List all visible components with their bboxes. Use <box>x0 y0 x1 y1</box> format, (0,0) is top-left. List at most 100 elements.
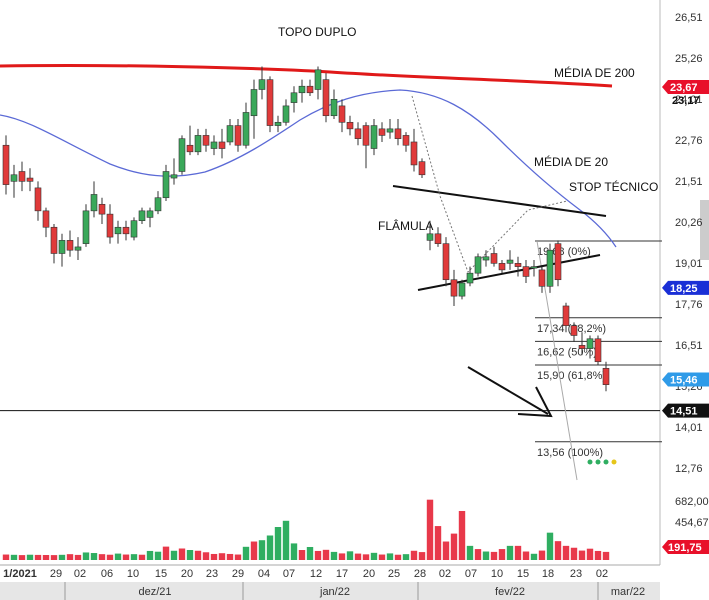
volume-bar <box>546 532 554 560</box>
volume-bar <box>346 551 354 560</box>
volume-bar <box>202 552 210 560</box>
candle-body <box>154 197 162 212</box>
month-label: jan/22 <box>319 586 350 598</box>
price-tick-label: 22,76 <box>675 135 703 147</box>
candle-body <box>458 282 466 297</box>
volume-bar <box>154 551 162 560</box>
candle-body <box>322 79 330 117</box>
volume-bar <box>42 555 50 560</box>
volume-bar <box>298 550 306 560</box>
candle-body <box>258 79 266 90</box>
date-tick-label: 20 <box>363 568 375 580</box>
month-label: dez/21 <box>138 586 171 598</box>
price-tick-label: 26,51 <box>675 12 703 24</box>
date-tick-label: 06 <box>101 568 113 580</box>
candle-body <box>410 141 418 166</box>
fib-level-label: 13,56 (100%) <box>537 447 603 459</box>
date-tick-label: 04 <box>258 568 270 580</box>
price-badge: 23,67 <box>670 82 698 94</box>
volume-bar <box>218 553 226 560</box>
ma20-label: MÉDIA DE 20 <box>534 154 608 169</box>
candle-body <box>402 135 410 146</box>
candle-body <box>314 69 322 90</box>
volume-bar <box>178 548 186 560</box>
volume-bar <box>162 546 170 560</box>
volume-bar <box>514 545 522 560</box>
date-tick-label: 07 <box>465 568 477 580</box>
volume-bar <box>410 550 418 560</box>
volume-bar <box>450 533 458 560</box>
date-tick-label: 10 <box>491 568 503 580</box>
candle-body <box>266 79 274 126</box>
volume-bar <box>194 550 202 560</box>
fib-level-label: 19,68 (0%) <box>537 246 591 258</box>
volume-bar <box>58 554 66 560</box>
volume-bar <box>554 541 562 560</box>
candle-body <box>50 226 58 254</box>
volume-bar <box>498 549 506 560</box>
volume-bar <box>266 535 274 560</box>
price-badge-bg <box>662 372 709 387</box>
price-tick-label: 14,01 <box>675 422 703 434</box>
volume-bar <box>354 553 362 560</box>
candle-body <box>498 263 506 271</box>
candle-body <box>578 345 586 349</box>
price-tick-label: 17,76 <box>675 299 703 311</box>
candle-body <box>42 210 50 228</box>
candle-body <box>234 125 242 146</box>
flag-upper-line <box>392 185 607 217</box>
flamula-label: FLÂMULA <box>378 218 433 233</box>
volume-bar <box>530 553 538 560</box>
candle-body <box>18 171 26 182</box>
price-badge-bg <box>662 80 709 94</box>
volume-bar <box>338 553 346 560</box>
volume-bar <box>18 555 26 560</box>
date-tick-label: 28 <box>414 568 426 580</box>
candle-body <box>210 141 218 149</box>
volume-bar <box>274 527 282 560</box>
candle-body <box>570 325 578 336</box>
volume-bar <box>466 545 474 560</box>
price-tick-label: 21,51 <box>675 176 703 188</box>
candle-body <box>530 266 538 269</box>
candle-body <box>34 187 42 212</box>
date-tick-label: 20 <box>181 568 193 580</box>
volume-bar <box>282 520 290 560</box>
status-dot-1 <box>587 459 593 465</box>
candle-body <box>114 226 122 235</box>
volume-bar <box>130 554 138 560</box>
date-tick-label: 10 <box>127 568 139 580</box>
volume-bar <box>522 551 530 560</box>
candle-body <box>442 243 450 281</box>
volume-bar <box>74 554 82 560</box>
price-axis-scrollbar[interactable] <box>700 200 709 260</box>
volume-bar <box>258 540 266 560</box>
date-tick-label: 1/2021 <box>3 568 37 580</box>
volume-bar <box>434 526 442 560</box>
volume-bar <box>10 554 18 560</box>
price-tick-label: 19,01 <box>675 258 703 270</box>
volume-bar <box>234 554 242 560</box>
candle-body <box>10 174 18 182</box>
stop-tecnico-label: STOP TÉCNICO <box>569 179 658 194</box>
candle-body <box>306 85 314 94</box>
ma200-label: MÉDIA DE 200 <box>554 65 635 80</box>
date-tick-label: 02 <box>596 568 608 580</box>
candle-body <box>594 338 602 363</box>
candle-body <box>386 128 394 133</box>
volume-bar <box>146 550 154 560</box>
candle-body <box>146 210 154 218</box>
volume-bar <box>402 554 410 560</box>
month-label: mar/22 <box>611 586 645 598</box>
month-strip <box>0 582 660 600</box>
volume-bar <box>386 553 394 560</box>
candle-body <box>58 240 66 254</box>
candle-body <box>546 249 554 287</box>
candle-body <box>74 246 82 251</box>
candle-body <box>162 171 170 199</box>
volume-bar <box>138 554 146 560</box>
volume-bar <box>82 552 90 560</box>
candle-body <box>490 253 498 264</box>
date-tick-label: 12 <box>310 568 322 580</box>
